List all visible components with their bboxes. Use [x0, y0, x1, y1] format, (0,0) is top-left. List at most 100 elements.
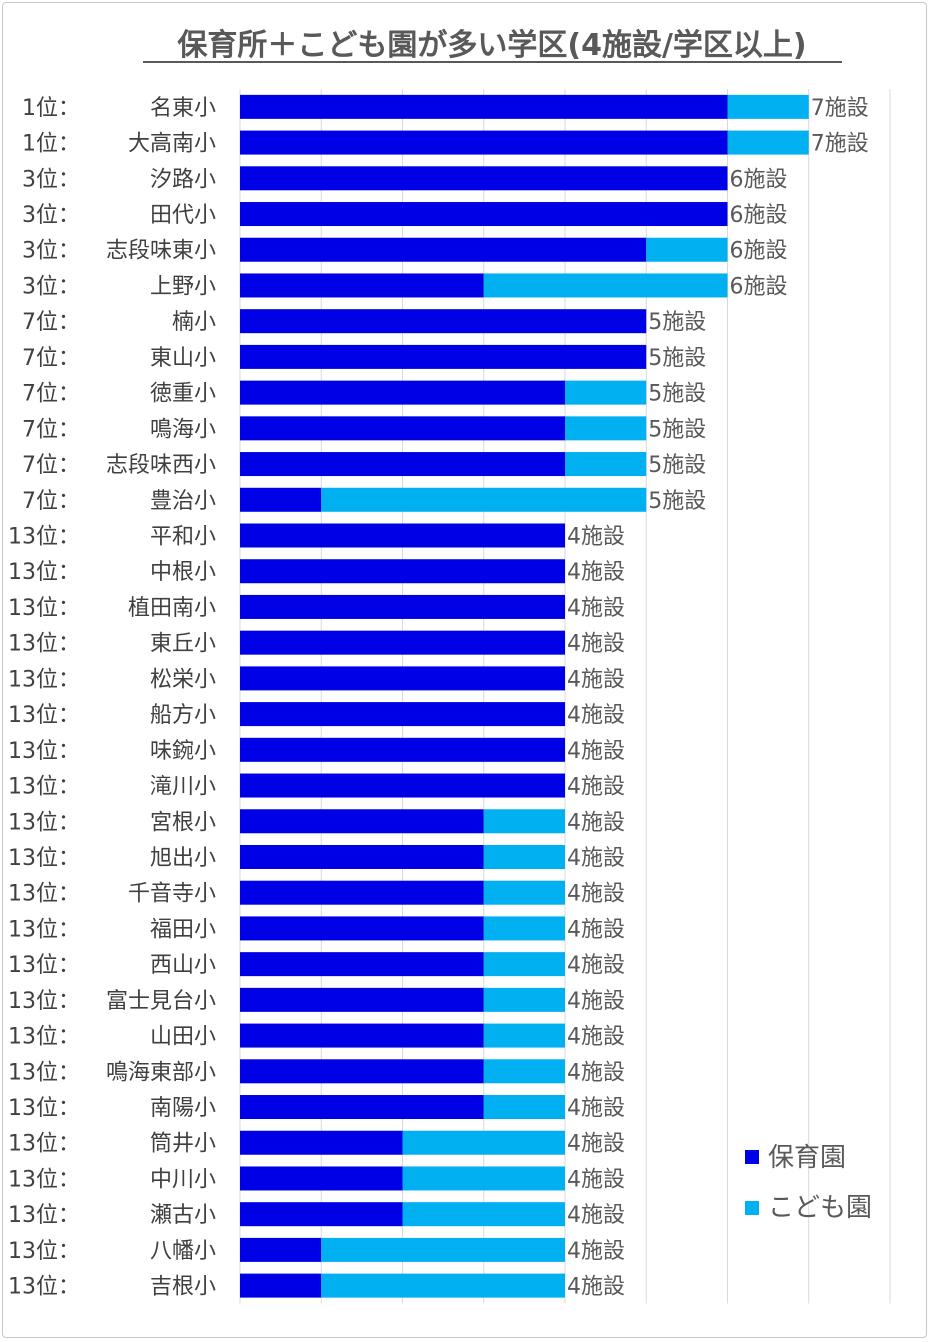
bar-segment-kodomoen — [483, 987, 565, 1012]
data-label: 5施設 — [648, 382, 706, 407]
bar-segment-hoikuen — [240, 737, 565, 762]
rank-label: 13位： — [8, 739, 80, 764]
school-label: 滝川小 — [150, 775, 216, 800]
data-label: 4施設 — [567, 953, 625, 978]
school-label: 八幡小 — [150, 1239, 216, 1264]
school-label: 志段味東小 — [106, 239, 216, 264]
school-label: 中川小 — [150, 1167, 216, 1192]
rank-label: 13位： — [8, 882, 80, 907]
bar-segment-hoikuen — [240, 559, 565, 584]
data-label: 4施設 — [567, 1203, 625, 1228]
bar-segment-hoikuen — [240, 452, 565, 477]
rank-label: 13位： — [8, 1275, 80, 1300]
rank-label: 3位： — [22, 203, 80, 228]
bar-segment-kodomoen — [321, 1273, 565, 1298]
school-label: 旭出小 — [150, 846, 216, 871]
school-label: 中根小 — [150, 560, 216, 585]
school-label: 名東小 — [150, 96, 216, 121]
rank-label: 1位： — [22, 132, 80, 157]
legend-label-hoikuen: 保育園 — [768, 1143, 846, 1173]
rank-label: 13位： — [8, 1096, 80, 1121]
bar-segment-kodomoen — [321, 487, 647, 512]
data-label: 4施設 — [567, 596, 625, 621]
bar-segment-hoikuen — [240, 130, 728, 155]
data-label: 4施設 — [567, 989, 625, 1014]
school-label: 汐路小 — [150, 167, 216, 192]
bar-segment-kodomoen — [565, 452, 647, 477]
school-label: 筒井小 — [150, 1132, 216, 1157]
rank-label: 13位： — [8, 810, 80, 835]
data-label: 4施設 — [567, 703, 625, 728]
data-label: 6施設 — [730, 274, 788, 299]
rank-label: 13位： — [8, 1025, 80, 1050]
rank-label: 13位： — [8, 1239, 80, 1264]
data-label: 4施設 — [567, 1060, 625, 1085]
bar-segment-kodomoen — [483, 880, 565, 905]
rank-label: 13位： — [8, 917, 80, 942]
data-label: 4施設 — [567, 525, 625, 550]
rank-label: 13位： — [8, 846, 80, 871]
bar-segment-hoikuen — [240, 952, 484, 977]
school-label: 上野小 — [150, 274, 216, 299]
data-label: 6施設 — [730, 167, 788, 192]
bar-segment-hoikuen — [240, 1166, 403, 1191]
bar-segment-hoikuen — [240, 666, 565, 691]
data-label: 4施設 — [567, 1096, 625, 1121]
bar-segment-kodomoen — [565, 380, 647, 405]
bar-segment-kodomoen — [483, 916, 565, 941]
legend-swatch-kodomoen — [745, 1201, 759, 1215]
bar-segment-hoikuen — [240, 487, 322, 512]
school-label: 鳴海東部小 — [106, 1060, 216, 1085]
school-label: 千音寺小 — [128, 882, 216, 907]
rank-label: 3位： — [22, 167, 80, 192]
rank-label: 13位： — [8, 703, 80, 728]
school-label: 志段味西小 — [106, 453, 216, 478]
data-label: 4施設 — [567, 810, 625, 835]
legend-label-kodomoen: こども園 — [768, 1193, 872, 1223]
bar-segment-hoikuen — [240, 202, 728, 227]
bar-segment-hoikuen — [240, 594, 565, 619]
rank-label: 13位： — [8, 632, 80, 657]
data-label: 6施設 — [730, 203, 788, 228]
bar-segment-hoikuen — [240, 844, 484, 869]
data-label: 4施設 — [567, 846, 625, 871]
bar-segment-hoikuen — [240, 1130, 403, 1155]
rank-label: 3位： — [22, 239, 80, 264]
bar-segment-hoikuen — [240, 94, 728, 119]
bar-segment-kodomoen — [483, 1059, 565, 1084]
rank-label: 13位： — [8, 1203, 80, 1228]
school-label: 船方小 — [150, 703, 216, 728]
bar-segment-hoikuen — [240, 344, 647, 369]
bars — [240, 94, 809, 1298]
rank-label: 13位： — [8, 1167, 80, 1192]
bar-segment-kodomoen — [402, 1166, 565, 1191]
school-label: 田代小 — [150, 203, 216, 228]
data-label: 4施設 — [567, 667, 625, 692]
data-label: 7施設 — [811, 96, 869, 121]
bar-segment-kodomoen — [565, 416, 647, 441]
data-label: 4施設 — [567, 739, 625, 764]
bar-segment-hoikuen — [240, 1237, 322, 1262]
school-label: 松栄小 — [150, 667, 216, 692]
bar-segment-hoikuen — [240, 380, 565, 405]
data-label: 4施設 — [567, 1275, 625, 1300]
bar-segment-kodomoen — [321, 1237, 565, 1262]
bar-segment-hoikuen — [240, 809, 484, 834]
bar-segment-hoikuen — [240, 987, 484, 1012]
legend-swatch-hoikuen — [745, 1150, 759, 1164]
data-label: 6施設 — [730, 239, 788, 264]
rank-label: 13位： — [8, 560, 80, 585]
bar-segment-kodomoen — [483, 844, 565, 869]
school-label: 豊治小 — [150, 489, 216, 514]
rank-label: 7位： — [22, 453, 80, 478]
school-label: 平和小 — [150, 525, 216, 550]
school-label: 楠小 — [172, 310, 216, 335]
school-label: 東丘小 — [150, 632, 216, 657]
data-label: 4施設 — [567, 1025, 625, 1050]
rank-label: 7位： — [22, 489, 80, 514]
chart-title: 保育所＋こども園が多い学区(4施設/学区以上) — [177, 28, 806, 63]
school-label: 富士見台小 — [106, 989, 216, 1014]
bar-segment-kodomoen — [727, 94, 809, 119]
bar-segment-hoikuen — [240, 416, 565, 441]
school-label: 宮根小 — [150, 810, 216, 835]
